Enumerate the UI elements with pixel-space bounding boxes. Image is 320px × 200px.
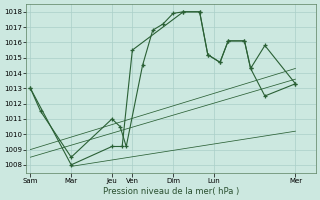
X-axis label: Pression niveau de la mer( hPa ): Pression niveau de la mer( hPa ): [103, 187, 239, 196]
